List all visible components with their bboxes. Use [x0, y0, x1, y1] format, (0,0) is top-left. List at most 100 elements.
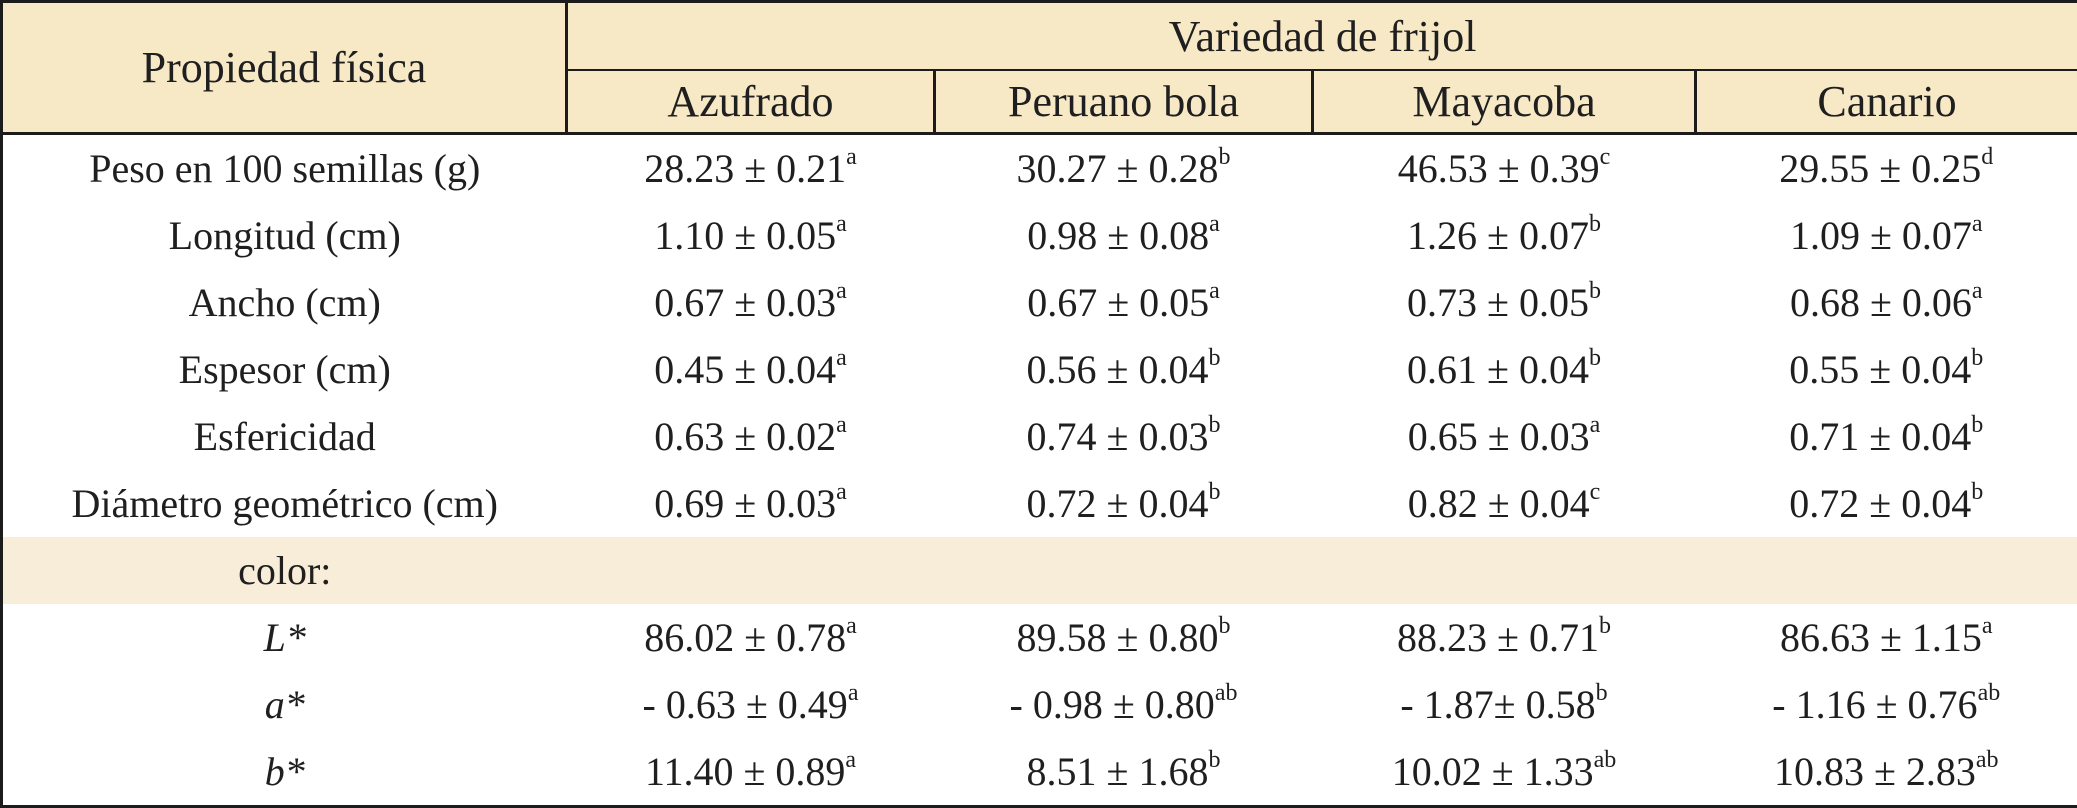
cell-value: 28.23 ± 0.21 [644, 146, 846, 191]
cell-value: - 1.87± 0.58 [1400, 682, 1595, 727]
row-label: Ancho (cm) [2, 269, 567, 336]
table-cell: 86.02 ± 0.78a [567, 604, 935, 671]
table-cell: 29.55 ± 0.25d [1696, 134, 2077, 203]
table-cell [935, 537, 1313, 604]
row-label: Diámetro geométrico (cm) [2, 470, 567, 537]
cell-value: 0.71 ± 0.04 [1789, 414, 1971, 459]
table-cell: 0.73 ± 0.05b [1313, 269, 1696, 336]
table-cell: 1.09 ± 0.07a [1696, 202, 2077, 269]
row-label: b* [2, 738, 567, 807]
cell-value: 0.74 ± 0.03 [1027, 414, 1209, 459]
cell-value: 0.65 ± 0.03 [1408, 414, 1590, 459]
table-cell: 11.40 ± 0.89a [567, 738, 935, 807]
significance-superscript: b [1208, 412, 1220, 438]
significance-superscript: c [1590, 479, 1601, 505]
column-header-mayacoba: Mayacoba [1313, 70, 1696, 134]
significance-superscript: a [836, 345, 847, 371]
header-variedad-de-frijol: Variedad de frijol [567, 2, 2077, 71]
row-label: Esfericidad [2, 403, 567, 470]
cell-value: 11.40 ± 0.89 [645, 749, 845, 794]
significance-superscript: b [1971, 345, 1983, 371]
cell-value: 0.69 ± 0.03 [654, 481, 836, 526]
cell-value: 1.26 ± 0.07 [1407, 213, 1589, 258]
significance-superscript: a [1590, 412, 1601, 438]
significance-superscript: a [846, 144, 857, 170]
cell-value: 0.82 ± 0.04 [1408, 481, 1590, 526]
column-header-azufrado: Azufrado [567, 70, 935, 134]
table-cell: 30.27 ± 0.28b [935, 134, 1313, 203]
table-cell: 28.23 ± 0.21a [567, 134, 935, 203]
significance-superscript: a [836, 211, 847, 237]
table-cell [1313, 537, 1696, 604]
table-cell: 0.74 ± 0.03b [935, 403, 1313, 470]
significance-superscript: b [1971, 412, 1983, 438]
table-cell: 0.45 ± 0.04a [567, 336, 935, 403]
significance-superscript: b [1589, 211, 1601, 237]
table-cell: 0.56 ± 0.04b [935, 336, 1313, 403]
table-cell: 86.63 ± 1.15a [1696, 604, 2077, 671]
row-label: Longitud (cm) [2, 202, 567, 269]
table-cell: 0.69 ± 0.03a [567, 470, 935, 537]
cell-value: 0.72 ± 0.04 [1027, 481, 1209, 526]
significance-superscript: a [1209, 278, 1220, 304]
table-cell: 89.58 ± 0.80b [935, 604, 1313, 671]
table-cell [1696, 537, 2077, 604]
cell-value: 0.72 ± 0.04 [1789, 481, 1971, 526]
significance-superscript: b [1218, 613, 1230, 639]
cell-value: 86.63 ± 1.15 [1780, 615, 1982, 660]
header-propiedad-fisica: Propiedad física [2, 2, 567, 134]
row-label: a* [2, 671, 567, 738]
table-cell: 10.02 ± 1.33ab [1313, 738, 1696, 807]
significance-superscript: ab [1976, 747, 1999, 773]
cell-value: 29.55 ± 0.25 [1779, 146, 1981, 191]
table-row-longitud: Longitud (cm) 1.10 ± 0.05a 0.98 ± 0.08a … [2, 202, 2077, 269]
table-cell: 0.61 ± 0.04b [1313, 336, 1696, 403]
cell-value: 0.61 ± 0.04 [1407, 347, 1589, 392]
significance-superscript: b [1599, 613, 1611, 639]
significance-superscript: b [1589, 345, 1601, 371]
table-cell: 88.23 ± 0.71b [1313, 604, 1696, 671]
significance-superscript: b [1971, 479, 1983, 505]
significance-superscript: c [1600, 144, 1611, 170]
cell-value: 1.09 ± 0.07 [1790, 213, 1972, 258]
table-cell: 0.67 ± 0.05a [935, 269, 1313, 336]
significance-superscript: a [1209, 211, 1220, 237]
table-cell: - 0.98 ± 0.80ab [935, 671, 1313, 738]
significance-superscript: b [1218, 144, 1230, 170]
table-row-ancho: Ancho (cm) 0.67 ± 0.03a 0.67 ± 0.05a 0.7… [2, 269, 2077, 336]
row-label: Espesor (cm) [2, 336, 567, 403]
table-cell: 8.51 ± 1.68b [935, 738, 1313, 807]
cell-value: 0.55 ± 0.04 [1789, 347, 1971, 392]
header-row-group: Propiedad física Variedad de frijol [2, 2, 2077, 71]
significance-superscript: a [836, 479, 847, 505]
table-cell: 0.72 ± 0.04b [1696, 470, 2077, 537]
significance-superscript: a [1972, 278, 1983, 304]
significance-superscript: b [1208, 479, 1220, 505]
significance-superscript: b [1589, 278, 1601, 304]
significance-superscript: a [1982, 613, 1993, 639]
table-row-espesor: Espesor (cm) 0.45 ± 0.04a 0.56 ± 0.04b 0… [2, 336, 2077, 403]
table-cell [567, 537, 935, 604]
significance-superscript: a [836, 278, 847, 304]
cell-value: - 0.63 ± 0.49 [643, 682, 848, 727]
cell-value: 10.83 ± 2.83 [1774, 749, 1976, 794]
table-cell: 0.63 ± 0.02a [567, 403, 935, 470]
table-cell: 1.10 ± 0.05a [567, 202, 935, 269]
cell-value: - 1.16 ± 0.76 [1772, 682, 1977, 727]
cell-value: 8.51 ± 1.68 [1027, 749, 1209, 794]
cell-value: 0.63 ± 0.02 [654, 414, 836, 459]
table-cell: - 0.63 ± 0.49a [567, 671, 935, 738]
table-cell: 1.26 ± 0.07b [1313, 202, 1696, 269]
table-cell: 10.83 ± 2.83ab [1696, 738, 2077, 807]
table-row-diametro: Diámetro geométrico (cm) 0.69 ± 0.03a 0.… [2, 470, 2077, 537]
cell-value: 46.53 ± 0.39 [1398, 146, 1600, 191]
cell-value: 0.98 ± 0.08 [1027, 213, 1209, 258]
cell-value: 1.10 ± 0.05 [654, 213, 836, 258]
table-cell: 0.68 ± 0.06a [1696, 269, 2077, 336]
cell-value: 0.73 ± 0.05 [1407, 280, 1589, 325]
table-cell: 0.71 ± 0.04b [1696, 403, 2077, 470]
cell-value: 86.02 ± 0.78 [644, 615, 846, 660]
significance-superscript: a [846, 613, 857, 639]
column-header-peruano-bola: Peruano bola [935, 70, 1313, 134]
